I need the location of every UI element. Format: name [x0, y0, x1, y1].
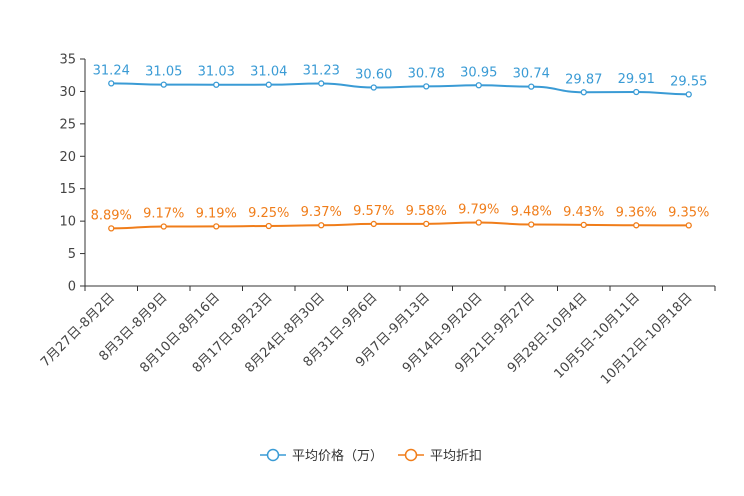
data-point [160, 81, 167, 88]
data-point [265, 81, 272, 88]
data-label: 29.91 [618, 72, 655, 87]
data-label: 31.05 [145, 65, 182, 80]
data-label: 30.95 [460, 65, 497, 80]
data-point [423, 83, 430, 90]
legend-swatch-marker [266, 448, 280, 462]
data-point [580, 89, 587, 96]
data-label: 9.19% [196, 206, 237, 221]
data-label: 30.60 [355, 68, 392, 83]
data-label: 31.24 [93, 63, 130, 78]
data-point [475, 82, 482, 89]
data-point [528, 221, 535, 228]
y-tick-label: 0 [68, 280, 76, 295]
data-label: 9.48% [511, 205, 552, 220]
data-label: 9.58% [406, 204, 447, 219]
y-tick-label: 15 [59, 182, 76, 197]
data-point [318, 222, 325, 229]
data-point [108, 225, 115, 232]
data-label: 9.35% [668, 205, 709, 220]
data-point [370, 84, 377, 91]
x-tick-label: 10月12日-10月18日 [598, 290, 695, 387]
data-point [528, 83, 535, 90]
series-line-1 [111, 82, 689, 96]
y-tick-label: 10 [59, 215, 76, 230]
data-point [160, 223, 167, 230]
series-line-2 [111, 221, 689, 230]
data-label: 9.79% [458, 203, 499, 218]
data-point [685, 222, 692, 229]
data-point [685, 91, 692, 98]
data-point [370, 220, 377, 228]
data-label: 9.25% [248, 206, 289, 221]
data-label: 29.87 [565, 72, 602, 87]
data-point [265, 222, 272, 230]
y-tick-label: 30 [59, 85, 76, 100]
data-point [633, 88, 640, 96]
data-point [213, 81, 220, 88]
y-tick-label: 35 [59, 53, 76, 68]
data-point [213, 223, 220, 230]
data-point [475, 219, 482, 226]
data-label: 29.55 [670, 74, 707, 89]
legend-label: 平均价格（万） [292, 448, 383, 464]
y-tick-label: 25 [59, 117, 76, 132]
y-tick-label: 5 [68, 247, 76, 262]
data-label: 31.03 [198, 65, 235, 80]
data-point [423, 220, 430, 228]
data-label: 9.36% [616, 205, 657, 220]
data-label: 30.78 [408, 66, 445, 81]
data-label: 9.17% [143, 207, 184, 222]
data-point [318, 80, 325, 87]
data-label: 9.57% [353, 204, 394, 219]
data-label: 31.23 [303, 63, 340, 78]
legend-swatch-marker [404, 448, 418, 462]
data-label: 31.04 [250, 65, 287, 80]
data-label: 8.89% [91, 208, 132, 223]
data-point [108, 80, 115, 87]
data-label: 9.43% [563, 205, 604, 220]
y-tick-label: 20 [59, 150, 76, 165]
data-point [580, 221, 587, 228]
legend-label: 平均折扣 [430, 449, 482, 464]
data-point [633, 222, 640, 229]
data-label: 30.74 [513, 67, 550, 82]
data-label: 9.37% [301, 205, 342, 220]
